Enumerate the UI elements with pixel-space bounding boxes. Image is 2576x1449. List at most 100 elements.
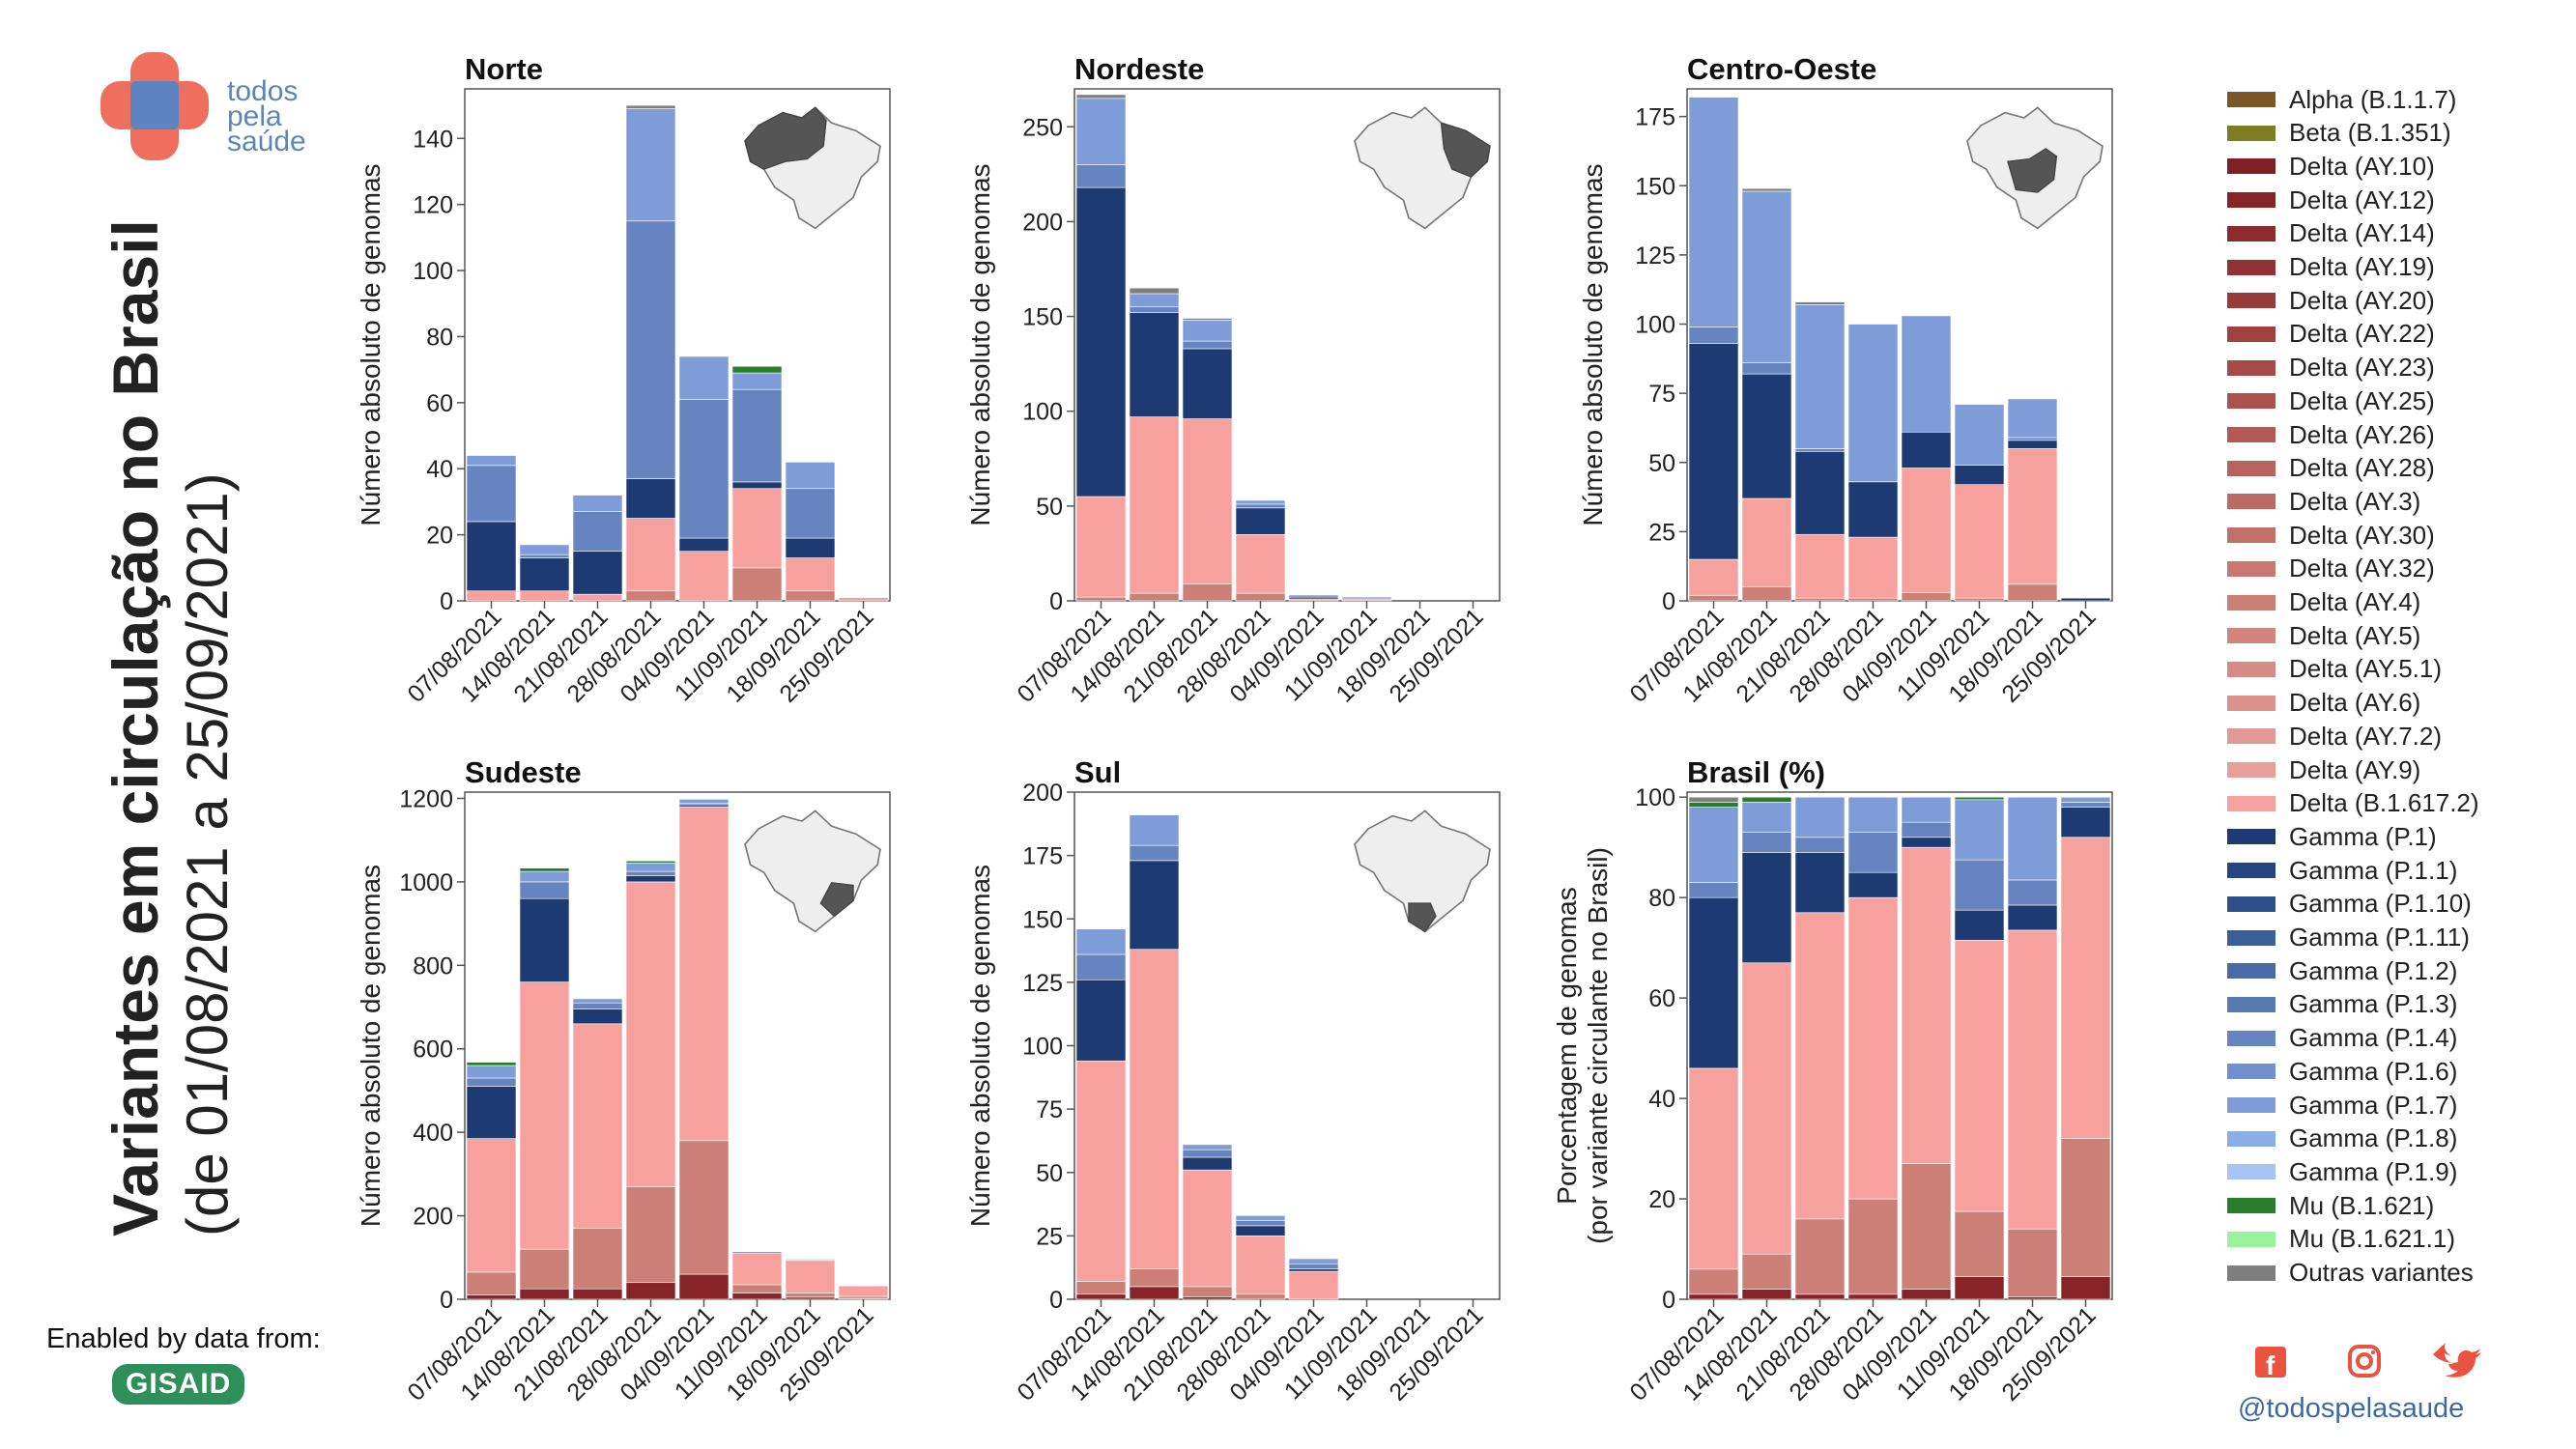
legend-swatch — [2227, 1264, 2275, 1281]
bar-segment — [519, 590, 570, 602]
y-tick-label: 50 — [1036, 1160, 1063, 1187]
bar-segment — [1129, 312, 1180, 417]
bar-segment — [1129, 844, 1180, 862]
bar-segment — [1182, 1169, 1233, 1288]
y-tick-label: 600 — [413, 1037, 453, 1064]
bar-segment — [1075, 1293, 1127, 1300]
legend-label: Delta (AY.4) — [2289, 587, 2421, 616]
legend-item: Gamma (P.1.7) — [2227, 1091, 2457, 1120]
y-tick-label: 75 — [1648, 381, 1675, 408]
bar-segment — [572, 551, 623, 595]
bar-segment — [785, 1258, 836, 1260]
y-tick-label: 0 — [1662, 588, 1675, 615]
bar-segment — [1075, 496, 1127, 598]
bar-segment — [1847, 896, 1899, 1200]
bar-segment — [625, 108, 676, 222]
bar-segment — [2007, 929, 2058, 1230]
bar-segment — [2007, 398, 2058, 439]
facebook-icon[interactable]: f — [2255, 1347, 2286, 1380]
legend-label: Mu (B.1.621) — [2289, 1190, 2435, 1220]
bar-segment — [1741, 1289, 1792, 1300]
y-axis-label: Porcentagem de genomas — [1552, 887, 1582, 1204]
legend-item: Gamma (P.1.8) — [2227, 1123, 2457, 1153]
logo-text-line: todos — [227, 75, 299, 107]
bar-segment — [1847, 796, 1899, 833]
legend-label: Delta (AY.7.2) — [2289, 721, 2443, 751]
bar-segment — [1341, 596, 1392, 600]
bar-segment — [785, 1260, 836, 1293]
bar-segment — [1741, 1253, 1792, 1290]
y-tick-label: 125 — [1635, 242, 1675, 270]
bar-segment — [1794, 796, 1846, 838]
bar-segment — [1129, 416, 1180, 594]
bar-segment — [466, 1077, 517, 1087]
legend-label: Delta (B.1.617.2) — [2289, 788, 2479, 818]
brazil-map-icon — [1354, 106, 1491, 230]
legend-swatch — [2227, 1198, 2275, 1214]
bar-segment — [678, 355, 730, 400]
y-tick-label: 150 — [1022, 304, 1063, 331]
legend-item: Beta (B.1.351) — [2227, 118, 2451, 148]
bar-segment — [1954, 909, 2005, 941]
bar-segment — [1954, 859, 2005, 911]
region-highlight — [1408, 902, 1437, 933]
bar-segment — [1235, 592, 1286, 602]
bar-segment — [2060, 1138, 2111, 1277]
logo-icon — [100, 52, 209, 160]
y-tick-label: 100 — [1022, 399, 1063, 426]
bar-segment — [1741, 852, 1792, 964]
bar-segment — [625, 875, 676, 883]
bar-segment — [572, 1023, 623, 1229]
bar-segment — [1688, 327, 1739, 344]
legend-label: Gamma (P.1.10) — [2289, 889, 2472, 919]
bar-segment — [1847, 1198, 1899, 1295]
bar-segment — [1235, 1293, 1286, 1300]
legend-label: Delta (AY.10) — [2289, 151, 2435, 181]
twitter-icon[interactable] — [2433, 1343, 2481, 1378]
y-tick-label: 200 — [1022, 780, 1063, 807]
bar-segment — [1688, 1293, 1739, 1300]
legend-swatch — [2227, 795, 2275, 811]
bar-segment — [1235, 507, 1286, 535]
bar-segment — [572, 1002, 623, 1009]
bar-segment — [1901, 315, 1952, 433]
legend-item: Delta (AY.14) — [2227, 218, 2435, 248]
bar-segment — [1741, 362, 1792, 375]
y-tick-label: 1000 — [399, 869, 453, 896]
y-tick-label: 40 — [426, 456, 453, 483]
legend-swatch — [2227, 427, 2275, 442]
logo-text-line: saúde — [227, 126, 306, 157]
chart-title: Brasil (%) — [1687, 755, 1825, 789]
legend-item: Delta (AY.22) — [2227, 319, 2435, 349]
bar-segment — [1075, 1060, 1127, 1282]
bar-segment — [1794, 597, 1846, 602]
bar-segment — [1129, 814, 1180, 846]
bar-segment — [1688, 802, 1739, 808]
legend-item: Gamma (P.1) — [2227, 822, 2437, 851]
social-handle[interactable]: @todospelasaude — [2238, 1393, 2465, 1424]
bar-segment — [1954, 796, 2005, 801]
bar-segment — [1794, 448, 1846, 452]
legend-label: Delta (AY.32) — [2289, 554, 2435, 583]
y-tick-label: 100 — [413, 258, 453, 285]
legend-label: Gamma (P.1.9) — [2289, 1156, 2458, 1186]
bar-segment — [625, 1282, 676, 1300]
legend-item: Delta (AY.19) — [2227, 252, 2435, 282]
y-axis-label: Número absoluto de genomas — [965, 865, 995, 1227]
bar-segment — [678, 1273, 730, 1300]
instagram-icon[interactable] — [2348, 1345, 2381, 1378]
bar-segment — [1182, 320, 1233, 342]
legend-swatch — [2227, 594, 2275, 611]
bar-segment — [1235, 1215, 1286, 1221]
bar-segment — [572, 1009, 623, 1025]
y-tick-label: 175 — [1022, 843, 1063, 870]
y-tick-label: 125 — [1022, 970, 1063, 997]
y-tick-label: 250 — [1022, 114, 1063, 141]
y-tick-label: 100 — [1022, 1034, 1063, 1061]
bar-segment — [1794, 1218, 1846, 1295]
legend-swatch — [2227, 695, 2275, 711]
bar-segment — [1075, 164, 1127, 188]
bar-segment — [1288, 594, 1339, 598]
legend-label: Delta (AY.5) — [2289, 620, 2421, 650]
bar-segment — [785, 537, 836, 558]
